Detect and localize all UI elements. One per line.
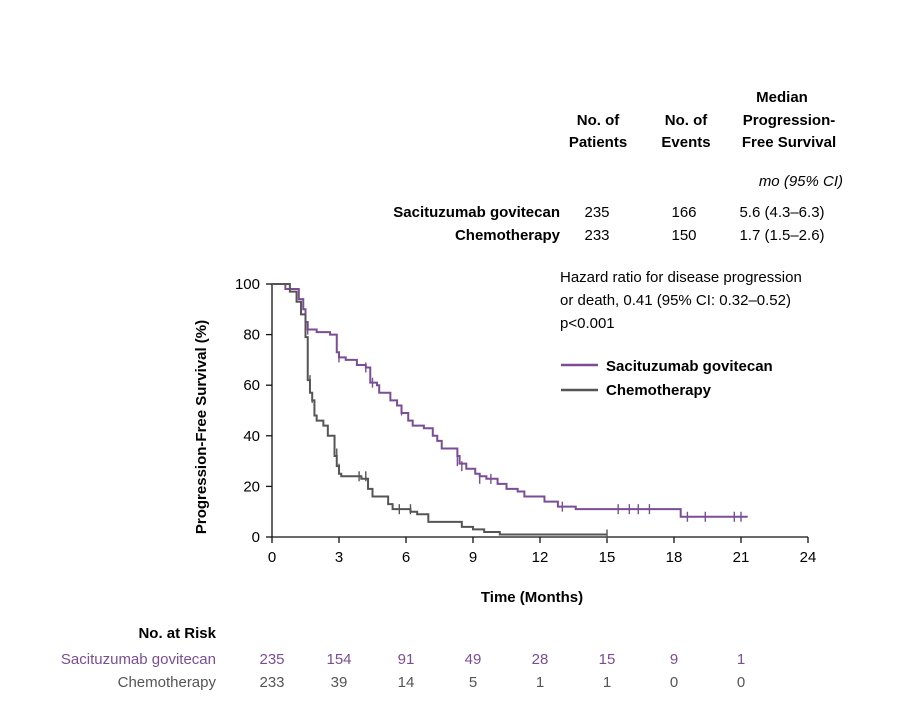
table-row-events-chemotherapy: 150 xyxy=(671,227,696,244)
y-tick-label: 60 xyxy=(243,377,260,394)
patients-header-line-1: No. of xyxy=(577,112,620,129)
table-row-median-chemotherapy: 1.7 (1.5–2.6) xyxy=(739,227,824,244)
at-risk-value-chemotherapy: 1 xyxy=(536,674,544,691)
axes: 0 20 40 60 80 100 0 3 6 9 12 15 18 21 24 Progression-… xyxy=(193,276,816,606)
at-risk-value-chemotherapy: 39 xyxy=(331,674,348,691)
median-header-line-3: Free Survival xyxy=(742,134,836,151)
at-risk-value-sacituzumab: 9 xyxy=(670,651,678,668)
at-risk-value-sacituzumab: 49 xyxy=(465,651,482,668)
summary-table: No. of Patients No. of Events Median Pro… xyxy=(393,89,843,244)
x-ticks: 0 3 6 9 12 15 18 21 24 xyxy=(268,537,817,566)
x-tick-label: 9 xyxy=(469,549,477,566)
at-risk-value-sacituzumab: 15 xyxy=(599,651,616,668)
y-tick-label: 0 xyxy=(252,529,260,546)
at-risk-value-sacituzumab: 235 xyxy=(259,651,284,668)
x-tick-label: 6 xyxy=(402,549,410,566)
x-tick-label: 15 xyxy=(599,549,616,566)
table-row-median-sacituzumab: 5.6 (4.3–6.3) xyxy=(739,204,824,221)
x-tick-label: 24 xyxy=(800,549,817,566)
at-risk-value-sacituzumab: 154 xyxy=(326,651,351,668)
at-risk-label-sacituzumab: Sacituzumab govitecan xyxy=(61,651,216,668)
median-unit: mo (95% CI) xyxy=(759,173,843,190)
table-row-patients-sacituzumab: 235 xyxy=(584,204,609,221)
x-tick-label: 21 xyxy=(733,549,750,566)
x-tick-label: 12 xyxy=(532,549,549,566)
survival-curves xyxy=(272,283,748,540)
at-risk-value-chemotherapy: 233 xyxy=(259,674,284,691)
at-risk-value-chemotherapy: 0 xyxy=(670,674,678,691)
x-tick-label: 0 xyxy=(268,549,276,566)
x-tick-label: 18 xyxy=(666,549,683,566)
events-header-line-2: Events xyxy=(661,134,710,151)
legend-label-chemotherapy: Chemotherapy xyxy=(606,382,712,399)
at-risk-value-chemotherapy: 0 xyxy=(737,674,745,691)
at-risk-label-chemotherapy: Chemotherapy xyxy=(118,674,217,691)
survival-curve-sacituzumab xyxy=(272,283,748,518)
y-tick-label: 40 xyxy=(243,428,260,445)
table-row-events-sacituzumab: 166 xyxy=(671,204,696,221)
at-risk-value-chemotherapy: 14 xyxy=(398,674,415,691)
y-tick-label: 20 xyxy=(243,478,260,495)
hazard-ratio-line-3: p<0.001 xyxy=(560,315,615,332)
patients-header-line-2: Patients xyxy=(569,134,627,151)
y-axis-label: Progression-Free Survival (%) xyxy=(193,320,210,534)
y-tick-label: 100 xyxy=(235,276,260,293)
y-tick-label: 80 xyxy=(243,327,260,344)
table-row-name-chemotherapy: Chemotherapy xyxy=(455,227,561,244)
survival-curve-chemotherapy xyxy=(272,283,607,536)
hazard-ratio-line-1: Hazard ratio for disease progression xyxy=(560,269,802,286)
events-header-line-1: No. of xyxy=(665,112,708,129)
at-risk-value-sacituzumab: 1 xyxy=(737,651,745,668)
x-tick-label: 3 xyxy=(335,549,343,566)
legend: Sacituzumab govitecan Chemotherapy xyxy=(561,358,773,399)
at-risk-table: No. at Risk Sacituzumab govitecan Chemot… xyxy=(61,625,745,691)
table-row-name-sacituzumab: Sacituzumab govitecan xyxy=(393,204,560,221)
legend-label-sacituzumab: Sacituzumab govitecan xyxy=(606,358,773,375)
y-ticks: 0 20 40 60 80 100 xyxy=(235,276,272,546)
at-risk-value-sacituzumab: 28 xyxy=(532,651,549,668)
at-risk-value-sacituzumab: 91 xyxy=(398,651,415,668)
hazard-ratio-note: Hazard ratio for disease progression or … xyxy=(560,269,802,332)
median-header-line-1: Median xyxy=(756,89,808,106)
x-axis-label: Time (Months) xyxy=(481,589,583,606)
median-header-line-2: Progression- xyxy=(743,112,836,129)
at-risk-value-chemotherapy: 5 xyxy=(469,674,477,691)
table-row-patients-chemotherapy: 233 xyxy=(584,227,609,244)
at-risk-value-chemotherapy: 1 xyxy=(603,674,611,691)
hazard-ratio-line-2: or death, 0.41 (95% CI: 0.32–0.52) xyxy=(560,292,791,309)
at-risk-title: No. at Risk xyxy=(138,625,216,642)
